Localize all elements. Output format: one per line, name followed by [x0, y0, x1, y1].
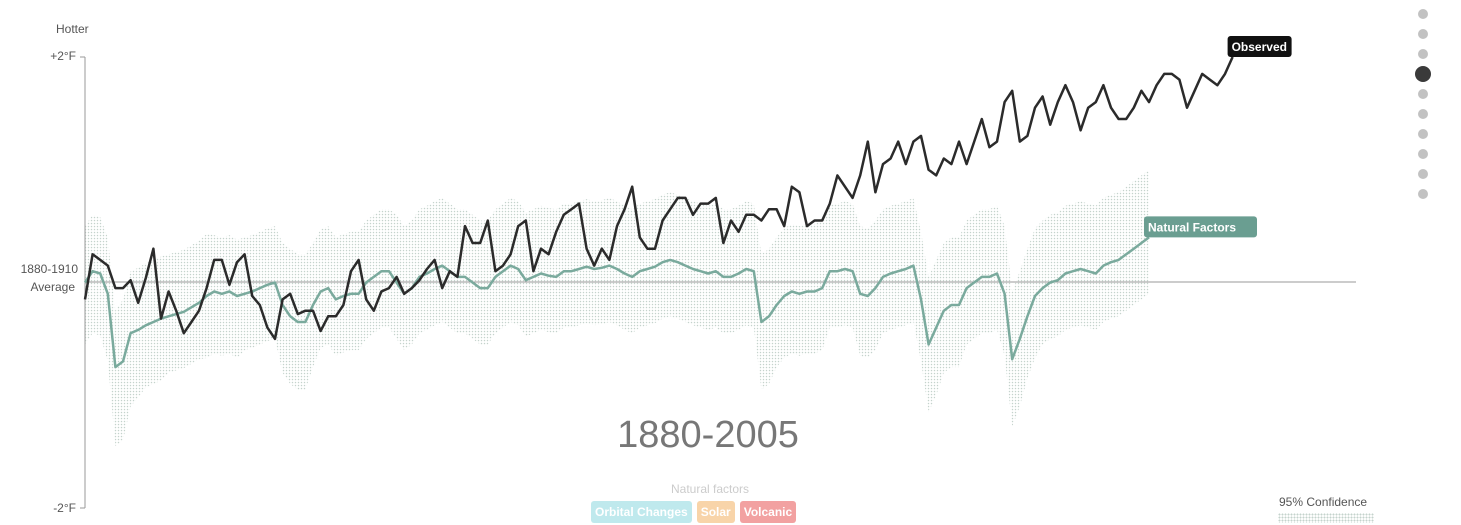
nav-dot-3[interactable]: [1418, 49, 1428, 59]
confidence-swatch: [1278, 513, 1374, 523]
observed-line: [83, 56, 1234, 341]
confidence-band: [85, 169, 1149, 447]
nav-dot-1[interactable]: [1418, 9, 1428, 19]
svg-text:Natural Factors: Natural Factors: [1148, 220, 1236, 234]
nav-dot-2[interactable]: [1418, 29, 1428, 39]
confidence-label: 95% Confidence: [1279, 495, 1368, 509]
year-range-label: 1880-2005: [617, 414, 799, 456]
baseline-label-average: Average: [31, 280, 76, 294]
natural-factors-label: Natural Factors: [1144, 216, 1257, 238]
orbital-changes-toggle[interactable]: Orbital Changes: [591, 501, 692, 523]
series-layer: [83, 56, 1234, 369]
baseline-label-period: 1880-1910: [21, 262, 79, 276]
confidence-band-layer: [85, 169, 1149, 447]
legend-title: Natural factors: [670, 482, 750, 496]
observed-label: Observed: [1227, 36, 1292, 57]
y-max-label: +2°F: [50, 49, 76, 63]
natural-factors-line: [83, 236, 1150, 369]
nav-dot-8[interactable]: [1418, 149, 1428, 159]
nav-dot-9[interactable]: [1418, 169, 1428, 179]
series-label-layer: Observed Natural Factors: [1144, 36, 1292, 238]
nav-dot-7[interactable]: [1418, 129, 1428, 139]
nav-dot-6[interactable]: [1418, 109, 1428, 119]
natural-factors-legend: Orbital Changes Solar Volcanic: [591, 501, 797, 523]
step-navigation: [1413, 9, 1433, 209]
volcanic-toggle[interactable]: Volcanic: [739, 501, 797, 523]
nav-dot-4[interactable]: [1415, 66, 1431, 82]
solar-toggle[interactable]: Solar: [696, 501, 735, 523]
hotter-label: Hotter: [56, 22, 89, 36]
nav-dot-5[interactable]: [1418, 89, 1428, 99]
svg-text:Observed: Observed: [1232, 40, 1287, 54]
nav-dot-10[interactable]: [1418, 189, 1428, 199]
y-min-label: -2°F: [53, 501, 76, 515]
